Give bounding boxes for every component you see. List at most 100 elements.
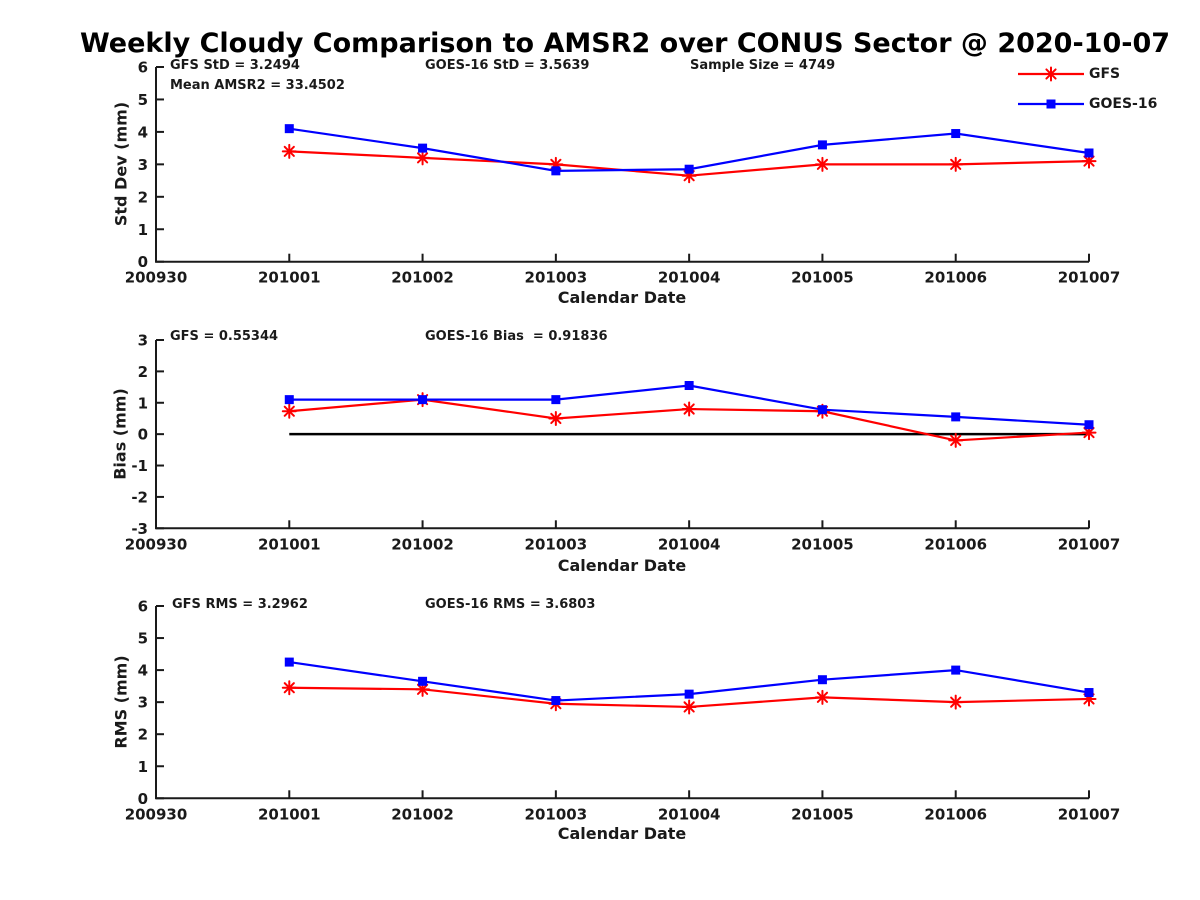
asterisk-marker <box>950 696 962 708</box>
asterisk-marker <box>1045 68 1057 80</box>
asterisk-marker <box>683 701 695 713</box>
square-marker <box>284 124 294 134</box>
gfs-line-asterisk-icon <box>1018 66 1084 82</box>
x-axis-label-3: Calendar Date <box>557 824 687 843</box>
y-tick-label: 0 <box>138 426 148 444</box>
legend-item-gfs: GFS <box>1018 64 1157 84</box>
asterisk-marker <box>283 405 295 417</box>
square-marker <box>684 164 694 174</box>
square-marker <box>551 395 561 405</box>
y-tick-label: 4 <box>138 123 148 141</box>
square-marker <box>817 405 827 415</box>
x-tick-label: 201007 <box>1058 805 1121 823</box>
square-marker <box>951 129 961 139</box>
asterisk-marker <box>283 145 295 157</box>
asterisk-marker <box>1083 155 1095 167</box>
square-marker <box>284 657 294 667</box>
x-tick-label: 201004 <box>658 269 721 287</box>
y-tick-label: 5 <box>138 630 148 648</box>
y-tick-label: 2 <box>138 726 148 744</box>
legend-item-goes16: GOES-16 <box>1018 94 1157 114</box>
x-tick-label: 200930 <box>125 269 188 287</box>
y-tick-label: 6 <box>138 59 148 77</box>
x-tick-label: 201003 <box>525 535 588 553</box>
asterisk-marker <box>950 434 962 447</box>
y-tick-label: -1 <box>131 457 148 475</box>
x-tick-label: 201006 <box>924 535 987 553</box>
legend: GFS GOES-16 <box>1018 64 1157 124</box>
x-tick-label: 201003 <box>525 805 588 823</box>
legend-label-goes16: GOES-16 <box>1089 96 1158 112</box>
square-marker <box>418 143 428 153</box>
x-axis-label-1: Calendar Date <box>557 288 687 307</box>
y-axis-label-bias: Bias (mm) <box>110 388 130 480</box>
square-marker <box>551 696 561 706</box>
square-marker <box>951 665 961 675</box>
square-marker <box>1084 420 1094 430</box>
y-tick-label: 3 <box>138 332 148 350</box>
annotation-sample-size: Sample Size = 4749 <box>690 58 836 73</box>
annotation-goes16-std: GOES-16 StD = 3.5639 <box>425 58 590 73</box>
y-tick-label: 1 <box>138 394 148 412</box>
square-marker <box>1084 688 1094 698</box>
annotation-goes16-rms: GOES-16 RMS = 3.6803 <box>425 597 596 612</box>
chart-1: 200930 201001 201002 201003 201004 201005 2010… <box>125 332 1121 554</box>
asterisk-marker <box>816 691 829 703</box>
square-marker <box>284 395 294 405</box>
y-tick-label: 1 <box>138 758 148 776</box>
x-tick-label: 201005 <box>791 805 854 823</box>
x-axis-label-2: Calendar Date <box>557 556 687 575</box>
annotation-goes16-bias: GOES-16 Bias = 0.91836 <box>425 329 608 344</box>
y-tick-label: 5 <box>138 91 148 109</box>
x-tick-label: 201002 <box>391 269 454 287</box>
y-tick-label: 0 <box>138 790 148 808</box>
y-axis-label-stddev: Std Dev (mm) <box>111 101 131 227</box>
asterisk-marker <box>550 412 562 425</box>
asterisk-marker <box>1083 426 1095 439</box>
x-tick-label: 201001 <box>258 805 321 823</box>
asterisk-marker <box>416 683 429 695</box>
annotation-mean-amsr2: Mean AMSR2 = 33.4502 <box>170 78 345 93</box>
square-marker <box>418 676 428 686</box>
x-tick-label: 200930 <box>125 805 188 823</box>
square-marker <box>1084 148 1094 158</box>
x-tick-label: 201005 <box>791 269 854 287</box>
x-tick-label: 201001 <box>258 269 321 287</box>
square-marker <box>817 140 827 150</box>
y-tick-label: 6 <box>138 598 148 616</box>
asterisk-marker <box>283 682 295 694</box>
chart-2: 200930 201001 201002 201003 201004 201005 2010… <box>125 598 1121 824</box>
x-tick-label: 201007 <box>1058 269 1121 287</box>
y-tick-label: 3 <box>138 156 148 174</box>
y-axis-label-rms: RMS (mm) <box>111 655 131 749</box>
y-tick-label: 1 <box>138 221 148 239</box>
y-tick-label: 4 <box>138 662 148 680</box>
asterisk-marker <box>816 158 829 170</box>
square-marker <box>817 675 827 685</box>
goes16-line-square-icon <box>1018 99 1084 109</box>
legend-label-gfs: GFS <box>1089 66 1121 82</box>
square-marker <box>951 412 961 422</box>
y-tick-label: 3 <box>138 694 148 712</box>
x-tick-label: 201002 <box>391 535 454 553</box>
annotation-gfs-std: GFS StD = 3.2494 <box>170 58 300 73</box>
x-tick-label: 201002 <box>391 805 454 823</box>
x-tick-label: 201004 <box>658 535 721 553</box>
asterisk-marker <box>950 158 962 170</box>
square-marker <box>551 166 561 176</box>
square-marker <box>1046 99 1056 109</box>
asterisk-marker <box>416 152 429 164</box>
annotation-gfs-rms: GFS RMS = 3.2962 <box>172 597 308 612</box>
x-tick-label: 201006 <box>924 805 987 823</box>
y-tick-label: 2 <box>138 188 148 206</box>
y-tick-label: 0 <box>138 253 148 271</box>
annotation-gfs-bias: GFS = 0.55344 <box>170 329 279 344</box>
x-tick-label: 201004 <box>658 805 721 823</box>
x-tick-label: 201006 <box>924 269 987 287</box>
x-tick-label: 200930 <box>125 535 188 553</box>
x-tick-label: 201005 <box>791 535 854 553</box>
x-tick-label: 201001 <box>258 535 321 553</box>
asterisk-marker <box>683 403 695 415</box>
y-tick-label: 2 <box>138 363 148 381</box>
